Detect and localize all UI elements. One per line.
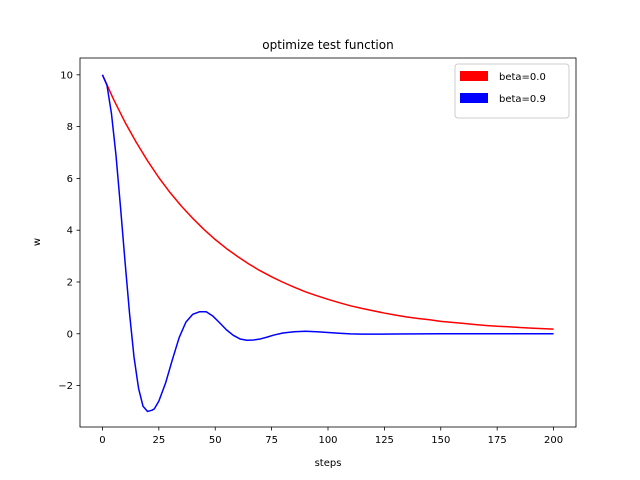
legend-swatch-1	[460, 71, 488, 81]
legend-label-2: beta=0.9	[499, 94, 546, 105]
plot-area	[101, 74, 554, 413]
series-line-1	[101, 74, 554, 330]
y-tick-label: 6	[67, 174, 73, 185]
x-tick-label: 75	[265, 435, 278, 446]
y-tick-label: 0	[67, 329, 73, 340]
x-tick-label: 25	[152, 435, 165, 446]
chart-title: optimize test function	[262, 38, 393, 52]
y-tick-label: 4	[67, 226, 73, 237]
x-tick-label: 100	[318, 435, 337, 446]
y-tick-label: 8	[67, 122, 73, 133]
x-tick-label: 200	[544, 435, 563, 446]
x-tick-label: 50	[209, 435, 222, 446]
x-tick-label: 125	[375, 435, 394, 446]
y-tick-label: 2	[67, 277, 73, 288]
y-tick-label: 10	[60, 70, 73, 81]
x-tick-label: 150	[431, 435, 450, 446]
x-tick-label: 175	[488, 435, 507, 446]
legend-label-1: beta=0.0	[499, 72, 546, 83]
legend: beta=0.0 beta=0.9	[454, 63, 570, 119]
axes: 0 25 50 75 100 125 150 175 200 −2 0 2 4 6 8 10	[58, 57, 577, 446]
legend-swatch-2	[460, 93, 488, 103]
series-line-2	[101, 74, 554, 413]
x-axis-label: steps	[315, 458, 342, 469]
y-axis-label: w	[32, 238, 43, 246]
x-tick-label: 0	[99, 435, 105, 446]
y-tick-label: −2	[58, 381, 73, 392]
